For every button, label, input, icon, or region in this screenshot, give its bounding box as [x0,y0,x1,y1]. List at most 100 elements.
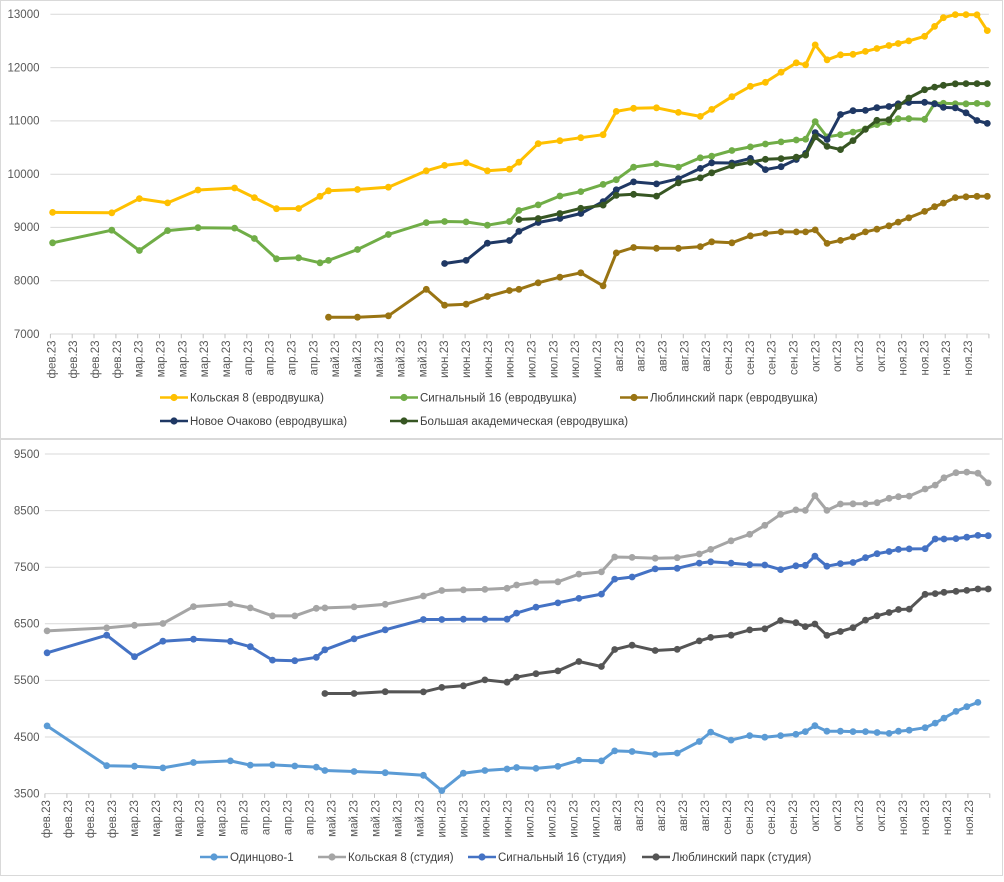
svg-text:сен.23: сен.23 [723,341,735,375]
svg-text:7000: 7000 [14,329,40,341]
svg-text:7500: 7500 [14,562,40,574]
svg-text:мар.23: мар.23 [151,800,163,837]
svg-text:июн.23: июн.23 [458,800,470,837]
svg-text:фев.23: фев.23 [63,800,75,838]
svg-text:окт.23: окт.23 [810,341,822,373]
svg-text:ноя.23: ноя.23 [941,341,953,376]
svg-text:окт.23: окт.23 [832,341,844,373]
svg-text:9500: 9500 [14,449,40,461]
svg-text:окт.23: окт.23 [810,800,822,832]
svg-text:авг.23: авг.23 [700,800,712,831]
svg-text:фев.23: фев.23 [41,800,53,838]
svg-text:Люблинский парк (евродвушка): Люблинский парк (евродвушка) [650,392,818,404]
svg-text:июл.23: июл.23 [592,341,604,379]
svg-text:июн.23: июн.23 [505,341,517,378]
svg-text:апр.23: апр.23 [305,800,317,835]
svg-text:май.23: май.23 [327,800,339,837]
svg-text:апр.23: апр.23 [261,800,273,835]
svg-text:авг.23: авг.23 [658,341,670,372]
svg-text:окт.23: окт.23 [854,800,866,832]
svg-text:6500: 6500 [14,619,40,631]
svg-text:ноя.23: ноя.23 [920,800,932,835]
svg-text:Одинцово-1: Одинцово-1 [230,852,294,864]
svg-text:май.23: май.23 [349,800,361,837]
svg-text:апр.23: апр.23 [287,341,299,376]
svg-text:июл.23: июл.23 [524,800,536,838]
svg-text:май.23: май.23 [371,800,383,837]
svg-text:авг.23: авг.23 [612,800,624,831]
svg-text:апр.23: апр.23 [239,800,251,835]
svg-text:июн.23: июн.23 [502,800,514,837]
svg-text:фев.23: фев.23 [68,341,80,379]
svg-text:мар.23: мар.23 [221,341,233,378]
svg-text:окт.23: окт.23 [876,341,888,373]
svg-text:май.23: май.23 [330,341,342,378]
svg-text:8500: 8500 [14,505,40,517]
svg-text:ноя.23: ноя.23 [898,800,910,835]
svg-text:мар.23: мар.23 [129,800,141,837]
svg-text:сен.23: сен.23 [788,341,800,375]
svg-text:июл.23: июл.23 [590,800,602,838]
svg-text:окт.23: окт.23 [876,800,888,832]
svg-text:мар.23: мар.23 [217,800,229,837]
svg-text:апр.23: апр.23 [283,800,295,835]
svg-text:мар.23: мар.23 [173,800,185,837]
svg-text:сен.23: сен.23 [788,800,800,834]
svg-text:9000: 9000 [14,222,40,234]
svg-text:май.23: май.23 [374,341,386,378]
svg-text:ноя.23: ноя.23 [963,341,975,376]
svg-text:10000: 10000 [8,169,40,181]
svg-text:апр.23: апр.23 [265,341,277,376]
svg-text:8000: 8000 [14,276,40,288]
svg-text:сен.23: сен.23 [722,800,734,834]
svg-text:мар.23: мар.23 [156,341,168,378]
svg-text:июн.23: июн.23 [439,341,451,378]
svg-text:авг.23: авг.23 [701,341,713,372]
svg-text:авг.23: авг.23 [634,800,646,831]
svg-text:июл.23: июл.23 [546,800,558,838]
svg-text:мар.23: мар.23 [195,800,207,837]
svg-text:Люблинский парк (студия): Люблинский парк (студия) [672,852,812,864]
svg-text:апр.23: апр.23 [243,341,255,376]
svg-text:Кольская 8 (студия): Кольская 8 (студия) [348,852,454,864]
svg-text:июн.23: июн.23 [480,800,492,837]
svg-text:сен.23: сен.23 [767,341,779,375]
svg-text:сен.23: сен.23 [744,800,756,834]
svg-text:сен.23: сен.23 [766,800,778,834]
svg-text:июн.23: июн.23 [483,341,495,378]
svg-text:фев.23: фев.23 [112,341,124,379]
svg-text:ноя.23: ноя.23 [964,800,976,835]
svg-text:авг.23: авг.23 [636,341,648,372]
svg-text:фев.23: фев.23 [107,800,119,838]
svg-text:фев.23: фев.23 [85,800,97,838]
svg-text:май.23: май.23 [415,800,427,837]
svg-text:май.23: май.23 [396,341,408,378]
svg-text:ноя.23: ноя.23 [919,341,931,376]
svg-text:июл.23: июл.23 [568,800,580,838]
svg-text:июн.23: июн.23 [436,800,448,837]
svg-text:июл.23: июл.23 [570,341,582,379]
svg-text:авг.23: авг.23 [678,800,690,831]
svg-text:сен.23: сен.23 [745,341,757,375]
svg-text:5500: 5500 [14,675,40,687]
svg-text:11000: 11000 [8,116,39,128]
svg-text:авг.23: авг.23 [614,341,626,372]
svg-text:мар.23: мар.23 [177,341,189,378]
svg-text:июн.23: июн.23 [461,341,473,378]
svg-text:авг.23: авг.23 [656,800,668,831]
svg-text:мар.23: мар.23 [134,341,146,378]
svg-text:Большая академическая (евродву: Большая академическая (евродвушка) [420,416,628,428]
svg-text:13000: 13000 [8,9,40,21]
svg-text:мар.23: мар.23 [199,341,211,378]
svg-text:ноя.23: ноя.23 [898,341,910,376]
svg-text:окт.23: окт.23 [854,341,866,373]
svg-text:окт.23: окт.23 [832,800,844,832]
svg-text:Сигнальный 16 (евродвушка): Сигнальный 16 (евродвушка) [420,392,577,404]
svg-text:Новое Очаково (евродвушка): Новое Очаково (евродвушка) [190,416,347,428]
svg-text:фев.23: фев.23 [46,341,58,379]
svg-text:Кольская 8 (евродвушка): Кольская 8 (евродвушка) [190,392,324,404]
svg-text:апр.23: апр.23 [308,341,320,376]
svg-text:4500: 4500 [14,732,40,744]
svg-text:Сигнальный 16 (студия): Сигнальный 16 (студия) [498,852,626,864]
svg-text:май.23: май.23 [417,341,429,378]
